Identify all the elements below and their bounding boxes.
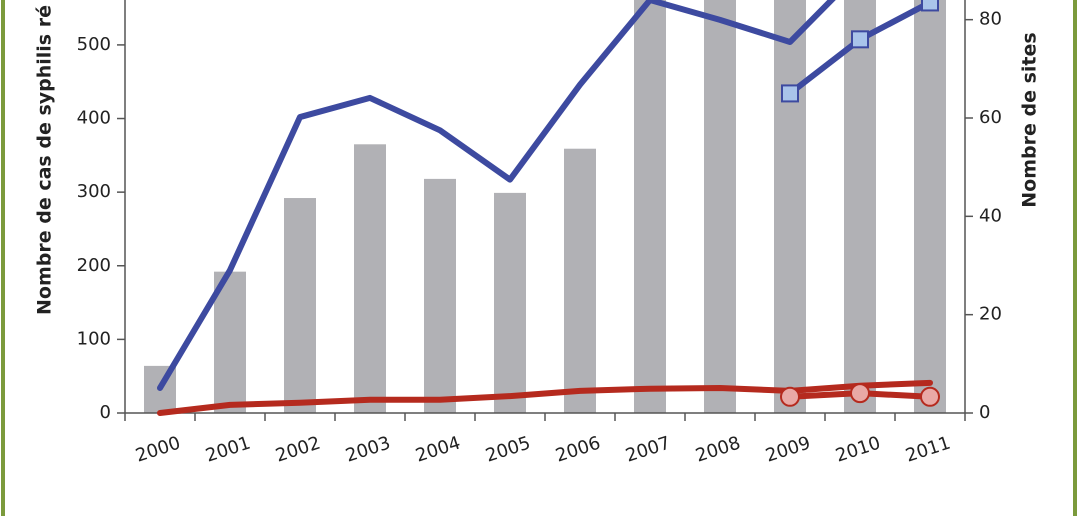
bar	[284, 198, 316, 413]
y-tick-label: 300	[77, 181, 111, 202]
y-tick-label: 400	[77, 108, 111, 129]
y-axis-label: Nombre de cas de syphilis ré	[34, 5, 56, 315]
marker	[781, 84, 799, 103]
marker	[920, 386, 940, 407]
y2-tick-label: 0	[979, 402, 990, 423]
bar	[704, 0, 736, 413]
bar	[774, 0, 806, 414]
y2-tick-label: 80	[979, 9, 1002, 30]
bar	[214, 271, 246, 413]
marker	[780, 386, 800, 407]
y-tick-label: 0	[100, 402, 111, 423]
bar	[914, 0, 946, 414]
marker	[850, 383, 870, 404]
bar	[424, 178, 456, 413]
bar	[354, 144, 386, 413]
line	[157, 0, 836, 391]
marker	[851, 30, 869, 49]
y2-axis-label: Nombre de sites	[1019, 32, 1041, 207]
y2-tick-label: 20	[979, 304, 1002, 325]
y-tick-label: 500	[77, 34, 111, 55]
y-tick-label: 200	[77, 255, 111, 276]
y2-tick-label: 60	[979, 107, 1002, 128]
bar	[634, 0, 666, 413]
y-tick-label: 100	[77, 328, 111, 349]
marker	[921, 0, 939, 12]
bar	[494, 192, 526, 413]
y2-tick-label: 40	[979, 205, 1002, 226]
line	[157, 379, 933, 416]
bar	[564, 148, 596, 413]
bar	[844, 0, 876, 414]
